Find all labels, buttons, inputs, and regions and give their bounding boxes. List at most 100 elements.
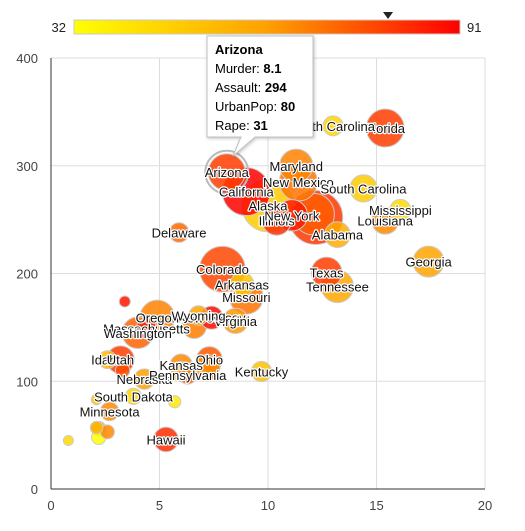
tooltip-label: UrbanPop: [215,99,281,114]
bubble-pennsylvania[interactable] [177,364,198,385]
tooltip-row-urbanpop: UrbanPop: 80 [215,99,295,114]
tooltip-box [206,35,314,157]
bubble-illinois[interactable] [261,205,292,236]
bubble-label-oregon: Oregon [136,311,179,326]
bubble-label-massachusetts: Massachusetts [103,321,190,336]
bubble-label-mississippi: Mississippi [369,203,432,218]
bubble-label-kentucky: Kentucky [235,365,289,380]
color-axis-gradient-bar [73,19,461,35]
tooltip-label: Murder: [215,61,263,76]
bubble-alabama[interactable] [324,221,351,249]
bubble-label-minnesota: Minnesota [80,404,141,419]
tooltip-value: 31 [253,118,267,133]
tooltip-row-rape: Rape: 31 [215,118,268,133]
bubble-label-florida: Florida [365,121,406,136]
bubble-maine[interactable] [90,393,103,406]
bubble-label-idaho: Idaho [91,353,124,368]
bubble-arizona[interactable] [207,153,246,192]
bubble-label-ohio: Ohio [196,353,223,368]
bubble-labels: Alabama Alaska Arizona Arkansas California Co… [78,118,453,449]
bubble-delaware[interactable] [168,222,190,243]
bubble-label-virginia: Virginia [214,314,258,329]
bubble-massachusetts[interactable] [135,317,158,340]
bubble-maryland[interactable] [279,148,314,183]
bubble-label-washington: Washington [104,326,172,341]
y-tick-label: 200 [16,267,38,282]
bubble-label-illinois: Illinois [259,214,296,229]
bubble-label-new-mexico: New Mexico [263,175,334,190]
bubble-label-utah: Utah [107,353,134,368]
bubble-label-alabama: Alabama [312,228,364,243]
bubble-label-south-dakota: South Dakota [94,389,174,404]
bubble-label-maryland: Maryland [269,159,322,174]
tooltip-row-murder: Murder: 8.1 [215,61,281,76]
bubble-texas[interactable] [310,256,343,289]
x-tick-label: 5 [156,498,163,513]
bubble-north-carolina[interactable] [322,115,344,137]
x-axis-ticks: 0 5 10 15 20 [47,498,492,513]
bubble-rhode-island[interactable] [118,295,131,308]
bubble-label-colorado: Colorado [196,262,249,277]
axes [50,58,485,490]
bubble-label-alaska: Alaska [248,199,288,214]
x-tick-label: 15 [369,498,383,513]
bubble-label-nebraska: Nebraska [116,372,172,387]
x-tick-label: 20 [478,498,492,513]
bubble-hawaii[interactable] [153,426,179,453]
bubble-label-delaware: Delaware [152,226,207,241]
y-axis-ticks: 0 100 200 300 400 [16,51,38,497]
bubble-highlight-ring [204,149,250,195]
bubble-label-new-jersey: New Jersey [178,311,246,326]
bubble-south-dakota[interactable] [124,387,143,405]
y-tick-label: 400 [16,51,38,66]
bubble-west-virginia[interactable] [168,395,182,409]
bubble-south-carolina[interactable] [349,174,378,203]
tooltip-label: Rape: [215,118,253,133]
tooltip-value: 8.1 [263,61,281,76]
y-tick-label: 0 [31,482,38,497]
color-axis-max-label: 91 [467,20,481,35]
color-axis-marker [383,12,394,19]
bubble-georgia[interactable] [412,245,445,278]
bubble-label-tennessee: Tennessee [306,279,369,294]
bubble-wyoming[interactable] [188,305,209,326]
bubble-label-texas: Texas [310,265,344,280]
tooltip-value: 294 [265,80,287,95]
bubble-connecticut[interactable] [114,362,131,379]
bubble-indiana[interactable] [193,353,221,381]
color-axis-legend: 32 91 [52,12,481,35]
tooltip: Arizona Murder: 8.1 Assault: 294 UrbanPo… [206,35,314,157]
bubble-label-kansas: Kansas [160,358,204,373]
bubble-arkansas[interactable] [229,271,255,297]
bubble-north-dakota[interactable] [62,435,74,447]
x-tick-label: 10 [261,498,275,513]
bubble-label-arizona: Arizona [205,165,250,180]
bubble-label-california: California [219,185,275,200]
bubble-nebraska[interactable] [133,368,156,390]
bubble-florida[interactable] [365,108,405,148]
bubble-label-arkansas: Arkansas [215,277,270,292]
color-axis-min-label: 32 [52,20,66,35]
bubble-new-hampshire[interactable] [89,420,104,435]
bubble-label-wyoming: Wyoming [172,309,226,324]
x-tick-label: 0 [47,498,54,513]
y-tick-label: 100 [16,374,38,389]
bubble-label-louisiana: Louisiana [357,214,413,229]
bubble-label-pennsylvania: Pennsylvania [149,368,227,383]
bubble-kentucky[interactable] [250,360,273,383]
bubble-label-georgia: Georgia [405,255,452,270]
bubble-minnesota[interactable] [99,401,120,422]
y-tick-label: 300 [16,159,38,174]
bubble-label-new-york: New York [264,208,319,223]
tooltip-value: 80 [281,99,295,114]
bubble-label-missouri: Missouri [222,290,271,305]
bubble-idaho[interactable] [97,350,117,370]
tooltip-title: Arizona [215,42,263,57]
bubble-label-hawaii: Hawaii [147,432,186,447]
tooltip-label: Assault: [215,80,265,95]
bubbles [62,108,445,453]
bubble-mississippi[interactable] [389,198,412,221]
tooltip-row-assault: Assault: 294 [215,80,287,95]
bubble-label-south-carolina: South Carolina [320,181,407,196]
